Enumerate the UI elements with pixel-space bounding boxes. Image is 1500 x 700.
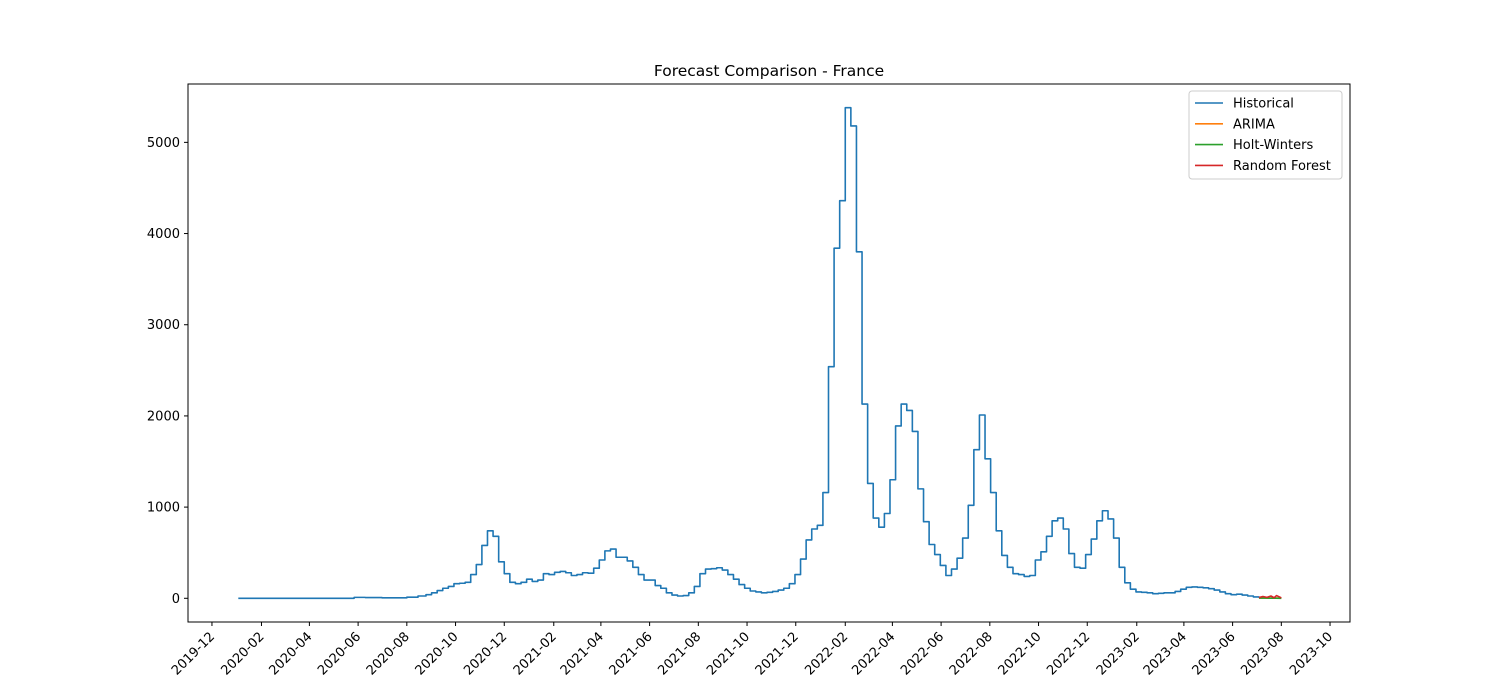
- y-axis: 0 1000 2000 3000 4000 5000: [147, 136, 188, 607]
- legend-label-arima: ARIMA: [1233, 117, 1275, 132]
- legend-label-historical: Historical: [1233, 97, 1294, 112]
- y-tick-label: 4000: [147, 227, 180, 242]
- plot-area: [238, 106, 1282, 600]
- y-tick-label: 1000: [147, 501, 180, 516]
- y-tick-label: 2000: [147, 409, 180, 424]
- series-line-random-forest: [1258, 594, 1282, 599]
- series-line-historical: [238, 106, 1260, 600]
- plot-frame: [187, 83, 1351, 623]
- legend-box: [1188, 90, 1343, 180]
- y-tick-label: 3000: [147, 318, 180, 333]
- chart-title: Forecast Comparison - France: [654, 62, 884, 80]
- legend: Historical ARIMA Holt-Winters Random Forest: [1188, 90, 1343, 180]
- y-tick-label: 5000: [147, 136, 180, 151]
- legend-label-holt-winters: Holt-Winters: [1233, 138, 1313, 153]
- legend-label-random-forest: Random Forest: [1233, 159, 1331, 174]
- y-tick-label: 0: [172, 592, 180, 607]
